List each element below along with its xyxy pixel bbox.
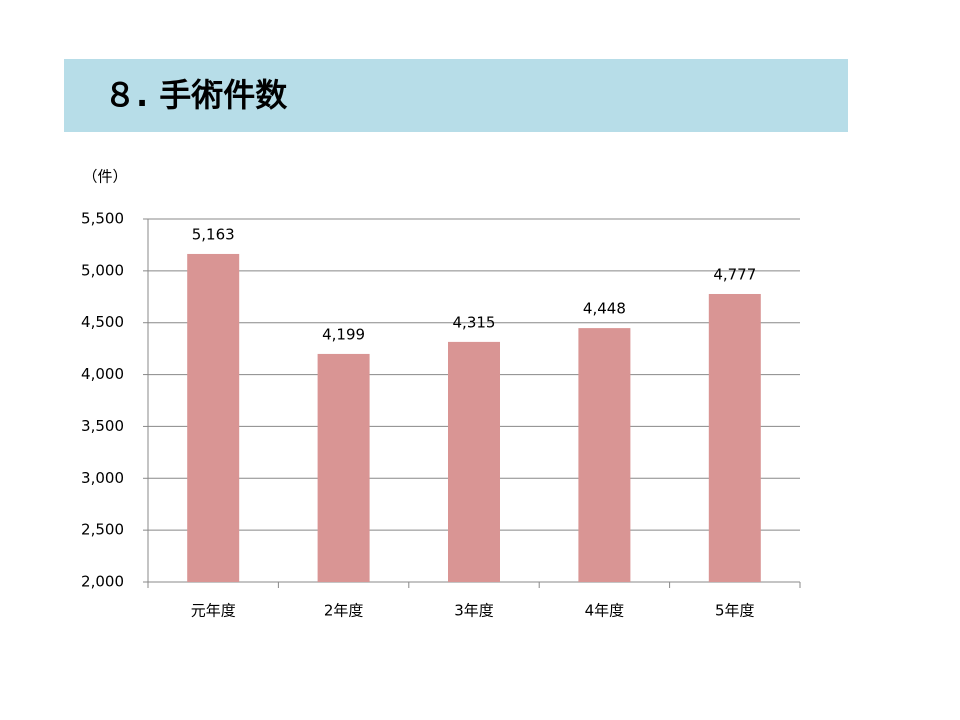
y-tick-label: 3,500 xyxy=(81,417,124,435)
data-label: 5,163 xyxy=(192,225,235,243)
data-label: 4,777 xyxy=(713,265,756,283)
data-label: 4,199 xyxy=(322,325,365,343)
data-label: 4,448 xyxy=(583,300,626,318)
y-tick-label: 3,000 xyxy=(81,469,124,487)
x-tick-label: 4年度 xyxy=(585,602,625,620)
y-tick-label: 2,000 xyxy=(81,573,124,591)
y-tick-label: 2,500 xyxy=(81,521,124,539)
x-tick-label: 元年度 xyxy=(191,602,236,620)
x-tick-label: 5年度 xyxy=(715,602,755,620)
data-label: 4,315 xyxy=(453,313,496,331)
x-tick-label: 2年度 xyxy=(324,602,364,620)
bar xyxy=(708,293,761,582)
y-tick-label: 5,000 xyxy=(81,261,124,279)
bar xyxy=(448,341,500,582)
x-tick-label: 3年度 xyxy=(454,602,494,620)
bar xyxy=(578,328,631,582)
bar xyxy=(317,353,370,582)
y-tick-label: 4,000 xyxy=(81,365,124,383)
bar xyxy=(187,253,240,582)
slide-title: ８. 手術件数 xyxy=(104,76,288,114)
title-band xyxy=(64,59,848,132)
y-tick-label: 5,500 xyxy=(81,210,124,228)
y-unit-label: （件） xyxy=(82,168,127,186)
y-tick-label: 4,500 xyxy=(81,313,124,331)
